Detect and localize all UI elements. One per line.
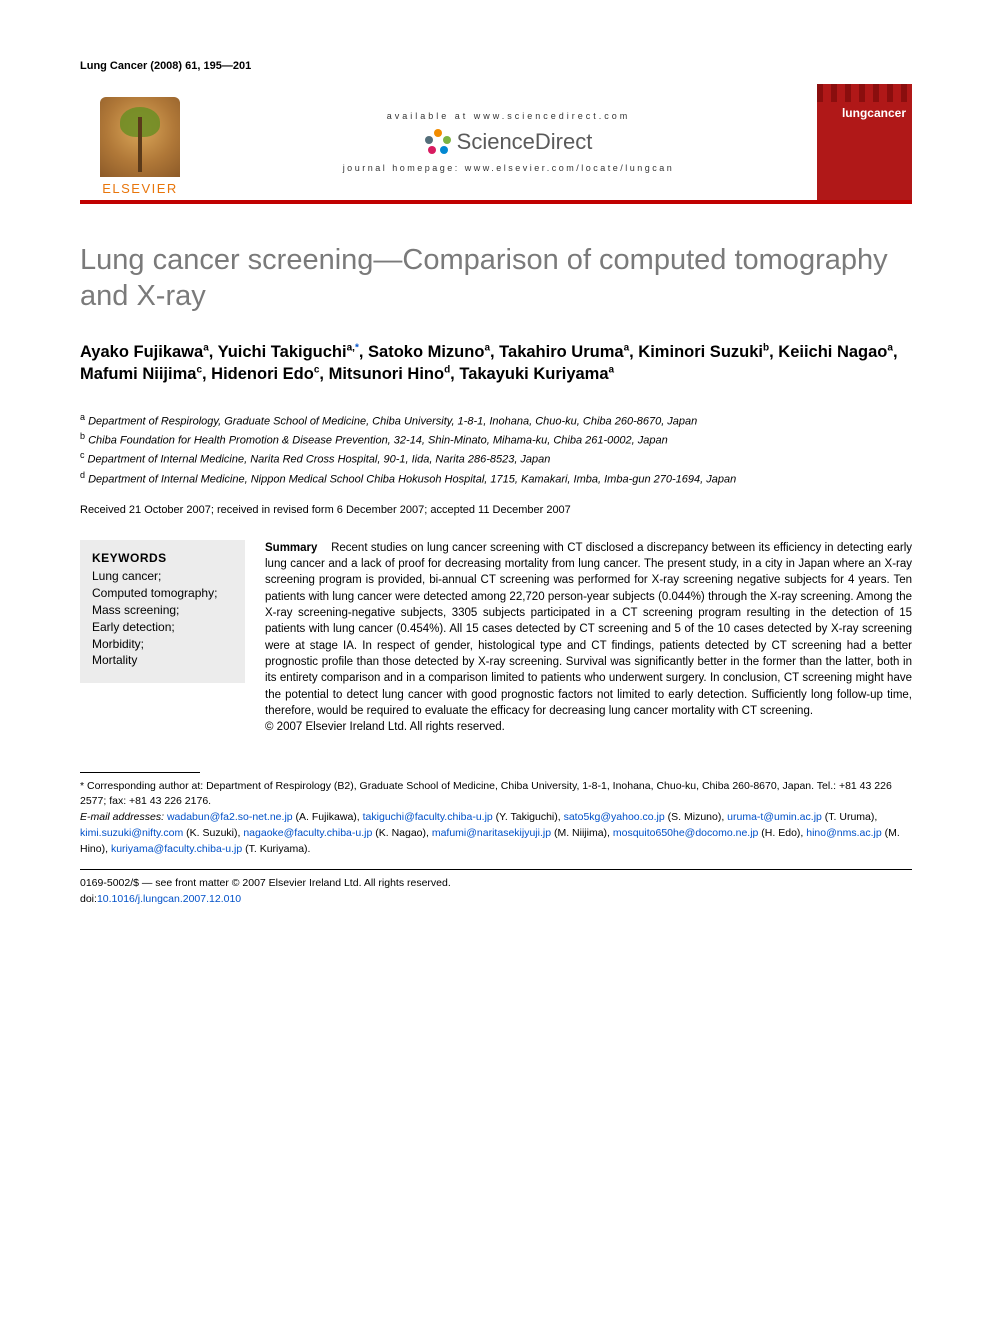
issn-line: 0169-5002/$ — see front matter © 2007 El… <box>80 876 912 892</box>
available-at: available at www.sciencedirect.com <box>387 111 631 121</box>
email-link[interactable]: takiguchi@faculty.chiba-u.jp <box>363 811 493 823</box>
authors: Ayako Fujikawaa, Yuichi Takiguchia,*, Sa… <box>80 341 912 386</box>
publisher-logo: ELSEVIER <box>80 84 200 200</box>
doi-link[interactable]: 10.1016/j.lungcan.2007.12.010 <box>97 893 241 905</box>
sciencedirect-logo: ScienceDirect <box>425 129 593 155</box>
doi-prefix: doi: <box>80 893 97 905</box>
copyright-block: 0169-5002/$ — see front matter © 2007 El… <box>80 876 912 908</box>
corresponding-author: * Corresponding author at: Department of… <box>80 779 912 811</box>
publisher-name: ELSEVIER <box>102 181 178 196</box>
abstract-block: KEYWORDS Lung cancer;Computed tomography… <box>80 540 912 736</box>
summary-copyright: © 2007 Elsevier Ireland Ltd. All rights … <box>265 721 505 733</box>
email-link[interactable]: sato5kg@yahoo.co.jp <box>564 811 665 823</box>
sciencedirect-wordmark: ScienceDirect <box>457 129 593 155</box>
masthead-center: available at www.sciencedirect.com Scien… <box>200 84 817 200</box>
journal-cover: lungcancer <box>817 84 912 200</box>
keywords-box: KEYWORDS Lung cancer;Computed tomography… <box>80 540 245 684</box>
email-link[interactable]: mafumi@naritasekijyuji.jp <box>432 827 551 839</box>
summary-lead: Summary <box>265 542 317 554</box>
affiliations: a Department of Respirology, Graduate Sc… <box>80 411 912 488</box>
keywords-list: Lung cancer;Computed tomography;Mass scr… <box>92 568 233 669</box>
journal-homepage: journal homepage: www.elsevier.com/locat… <box>343 163 675 173</box>
sciencedirect-flower-icon <box>425 129 451 155</box>
journal-cover-title: lungcancer <box>842 106 906 120</box>
summary: Summary Recent studies on lung cancer sc… <box>265 540 912 736</box>
email-link[interactable]: hino@nms.ac.jp <box>806 827 881 839</box>
bottom-rule <box>80 869 912 870</box>
footnotes: * Corresponding author at: Department of… <box>80 779 912 858</box>
summary-body: Recent studies on lung cancer screening … <box>265 542 912 717</box>
article-title: Lung cancer screening—Comparison of comp… <box>80 242 912 315</box>
running-header: Lung Cancer (2008) 61, 195—201 <box>80 60 912 72</box>
elsevier-tree-icon <box>100 97 180 177</box>
email-link[interactable]: kuriyama@faculty.chiba-u.jp <box>111 843 242 855</box>
email-addresses: E-mail addresses: wadabun@fa2.so-net.ne.… <box>80 810 912 857</box>
email-link[interactable]: mosquito650he@docomo.ne.jp <box>613 827 759 839</box>
footnote-rule <box>80 772 200 773</box>
email-link[interactable]: kimi.suzuki@nifty.com <box>80 827 183 839</box>
article-history: Received 21 October 2007; received in re… <box>80 504 912 516</box>
email-link[interactable]: nagaoke@faculty.chiba-u.jp <box>243 827 372 839</box>
journal-cover-stripe <box>817 84 912 102</box>
email-link[interactable]: wadabun@fa2.so-net.ne.jp <box>167 811 293 823</box>
doi-line: doi:10.1016/j.lungcan.2007.12.010 <box>80 892 912 908</box>
masthead: ELSEVIER available at www.sciencedirect.… <box>80 84 912 204</box>
email-link[interactable]: uruma-t@umin.ac.jp <box>727 811 822 823</box>
keywords-heading: KEYWORDS <box>92 550 233 567</box>
